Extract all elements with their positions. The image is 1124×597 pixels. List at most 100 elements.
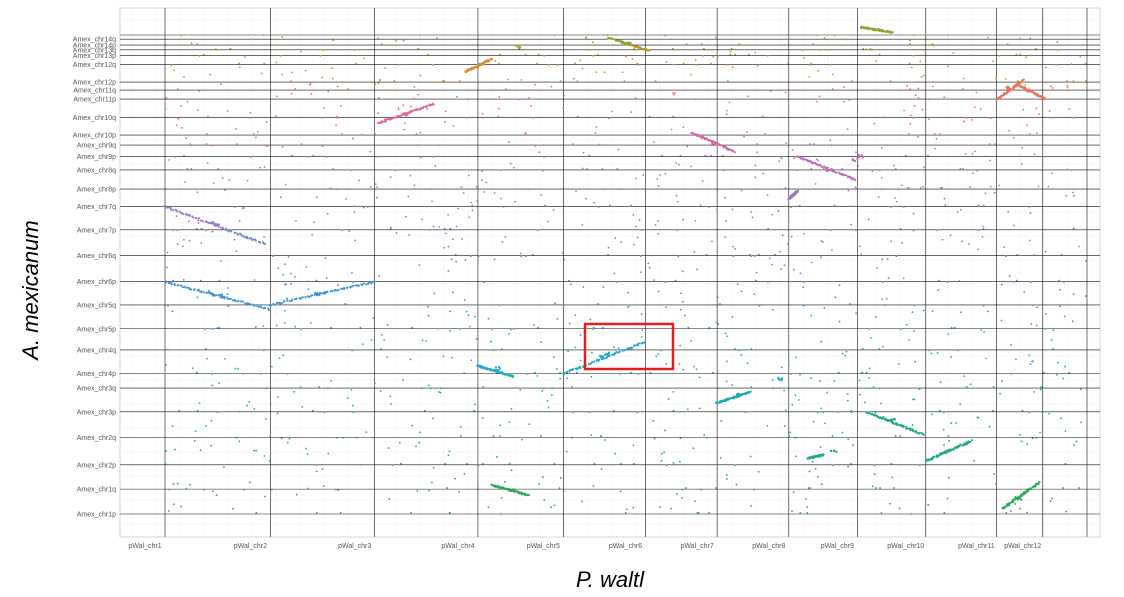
scatter-point [553, 34, 556, 36]
scatter-point [947, 333, 950, 336]
scatter-point [591, 328, 594, 331]
scatter-point [532, 117, 535, 119]
scatter-point [419, 74, 422, 77]
scatter-point [457, 207, 459, 210]
scatter-point [263, 236, 266, 238]
scatter-point [715, 321, 718, 324]
syntenic-block-point [237, 299, 240, 302]
scatter-point [736, 134, 739, 137]
syntenic-cluster-point [221, 295, 224, 298]
scatter-point [909, 43, 911, 45]
scatter-point [218, 279, 221, 282]
scatter-point [787, 62, 789, 65]
scatter-point [829, 139, 832, 142]
syntenic-block-point [178, 210, 181, 213]
scatter-point [814, 182, 817, 185]
scatter-point [275, 95, 278, 98]
scatter-point [1065, 510, 1068, 513]
scatter-point [295, 493, 298, 496]
syntenic-block-point [995, 98, 998, 101]
scatter-point [842, 86, 845, 89]
scatter-point [397, 106, 400, 109]
scatter-point [524, 53, 527, 56]
scatter-point [932, 44, 935, 47]
scatter-point [753, 293, 756, 295]
scatter-point [1066, 86, 1069, 89]
scatter-point [487, 317, 490, 320]
syntenic-block-point [170, 208, 173, 211]
syntenic-block-point [490, 484, 494, 487]
scatter-point [208, 289, 210, 292]
scatter-point [916, 135, 919, 138]
scatter-point [189, 483, 191, 486]
scatter-point [928, 349, 931, 352]
syntenic-block-point [272, 302, 275, 306]
scatter-point [677, 163, 680, 166]
scatter-point [562, 107, 565, 109]
scatter-point [461, 238, 464, 240]
scatter-point [640, 229, 643, 232]
scatter-point [606, 34, 609, 36]
scatter-point [777, 210, 780, 212]
scatter-point [300, 143, 303, 145]
scatter-point [1039, 388, 1042, 391]
scatter-point [164, 107, 167, 110]
syntenic-block-point [472, 67, 475, 70]
syntenic-block-point [390, 117, 393, 120]
scatter-point [749, 253, 751, 256]
scatter-point [817, 69, 820, 72]
scatter-point [862, 44, 865, 47]
scatter-point [172, 503, 175, 506]
scatter-point [265, 418, 267, 420]
scatter-point [881, 258, 884, 261]
scatter-point [558, 487, 561, 490]
scatter-point [607, 246, 610, 249]
scatter-point [664, 172, 667, 175]
scatter-point [493, 258, 496, 261]
scatter-point [931, 310, 934, 313]
scatter-point [939, 409, 941, 412]
scatter-point [607, 253, 610, 256]
scatter-point [377, 37, 380, 40]
scatter-point [837, 371, 840, 374]
syntenic-cluster-point [214, 224, 217, 227]
scatter-point [855, 187, 858, 189]
scatter-point [627, 291, 630, 294]
scatter-point [624, 55, 627, 58]
syntenic-block-point [233, 231, 236, 234]
scatter-point [519, 388, 522, 391]
scatter-point [418, 441, 421, 444]
scatter-point [863, 401, 866, 404]
scatter-point [436, 328, 439, 330]
scatter-point [1055, 373, 1058, 376]
scatter-point [796, 169, 799, 172]
scatter-point [937, 38, 940, 41]
syntenic-block-point [200, 291, 203, 294]
scatter-point [427, 53, 430, 56]
scatter-point [680, 308, 682, 311]
scatter-point [218, 382, 220, 384]
scatter-point [682, 126, 685, 129]
scatter-point [810, 377, 813, 380]
syntenic-block-point [1011, 500, 1015, 503]
scatter-point [226, 110, 229, 112]
scatter-point [613, 272, 616, 275]
scatter-point [507, 141, 510, 143]
syntenic-block-point [280, 301, 284, 304]
syntenic-block-point [343, 287, 346, 291]
scatter-point [783, 425, 786, 427]
scatter-point [902, 277, 905, 280]
scatter-point [493, 191, 496, 194]
scatter-point [693, 250, 696, 253]
syntenic-block-point [698, 135, 701, 138]
scatter-point [1000, 380, 1003, 383]
scatter-point [724, 196, 727, 199]
scatter-point [597, 302, 600, 305]
scatter-point [384, 44, 386, 47]
scatter-point [1029, 37, 1032, 40]
scatter-point [426, 108, 429, 110]
scatter-point [977, 229, 980, 232]
scatter-point [327, 387, 329, 390]
scatter-point [200, 242, 203, 245]
scatter-point [576, 115, 579, 118]
